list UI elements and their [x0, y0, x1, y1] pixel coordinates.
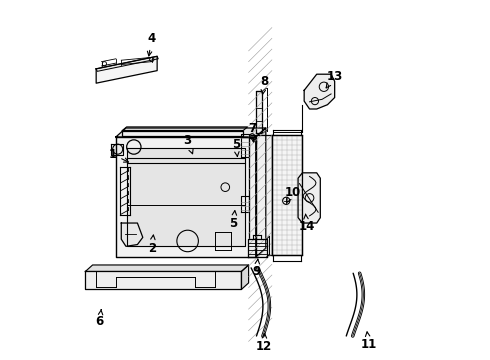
Polygon shape	[256, 91, 262, 134]
Text: 8: 8	[261, 75, 269, 94]
Text: 12: 12	[256, 334, 272, 353]
Text: 13: 13	[326, 69, 343, 88]
Text: 1: 1	[108, 148, 128, 162]
Text: 5: 5	[229, 211, 238, 230]
Polygon shape	[248, 239, 267, 257]
Text: 4: 4	[147, 32, 156, 56]
Text: 10: 10	[284, 186, 300, 202]
Polygon shape	[298, 173, 320, 223]
Polygon shape	[122, 127, 247, 131]
Polygon shape	[122, 131, 243, 135]
Polygon shape	[85, 265, 248, 271]
Text: 14: 14	[298, 214, 315, 233]
Bar	[271, 135, 302, 255]
Text: 7: 7	[248, 122, 256, 142]
Polygon shape	[96, 56, 158, 71]
Polygon shape	[256, 128, 266, 257]
Polygon shape	[242, 265, 248, 289]
Polygon shape	[242, 196, 248, 212]
Text: 3: 3	[184, 134, 193, 154]
Polygon shape	[85, 271, 242, 289]
Text: 6: 6	[96, 310, 104, 328]
Polygon shape	[242, 134, 248, 157]
Polygon shape	[116, 128, 266, 137]
Polygon shape	[111, 144, 123, 155]
Text: 11: 11	[361, 332, 377, 351]
Text: 5: 5	[232, 138, 240, 157]
Polygon shape	[126, 148, 245, 246]
Polygon shape	[116, 137, 256, 257]
Text: 2: 2	[147, 235, 156, 255]
Polygon shape	[304, 74, 335, 109]
Bar	[248, 135, 272, 255]
Text: 9: 9	[252, 259, 261, 278]
Polygon shape	[122, 223, 143, 246]
Polygon shape	[96, 56, 157, 83]
